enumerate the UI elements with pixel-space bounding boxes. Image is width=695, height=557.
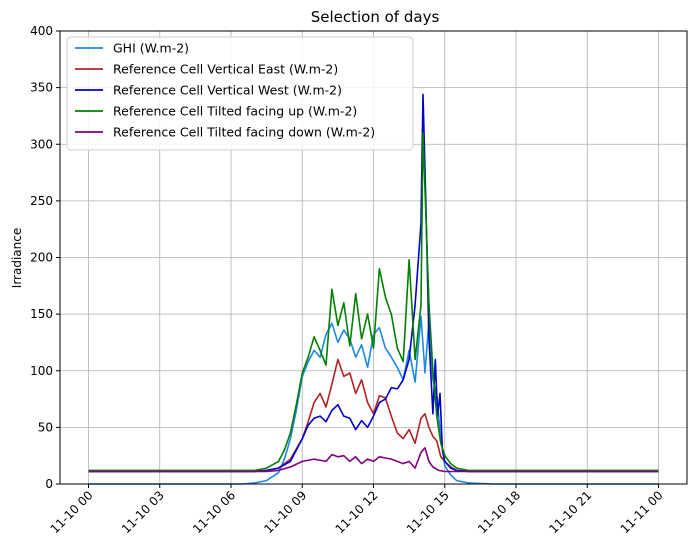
y-tick-label: 150 <box>30 307 53 321</box>
y-tick-label: 250 <box>30 194 53 208</box>
y-tick-label: 300 <box>30 137 53 151</box>
series-line-4 <box>88 132 659 472</box>
legend-label: Reference Cell Vertical West (W.m-2) <box>113 83 342 98</box>
y-tick-label: 200 <box>30 251 53 265</box>
chart-title: Selection of days <box>311 8 440 26</box>
y-tick-label: 100 <box>30 364 53 378</box>
series-group <box>88 93 659 485</box>
y-axis: 0 50 100 150 200 250 300 350 400 <box>30 24 60 491</box>
legend-box <box>66 36 414 151</box>
legend-label: Reference Cell Vertical East (W.m-2) <box>113 62 338 77</box>
y-axis-label: Irradiance <box>10 228 24 288</box>
y-tick-label: 50 <box>38 420 53 434</box>
series-line-3 <box>88 93 659 473</box>
legend-label: Reference Cell Tilted facing down (W.m-2… <box>113 125 375 140</box>
legend-label: Reference Cell Tilted facing up (W.m-2) <box>113 104 357 119</box>
series-line-5 <box>88 446 659 473</box>
y-tick-label: 400 <box>30 24 53 38</box>
y-tick-label: 350 <box>30 81 53 95</box>
legend-label: GHI (W.m-2) <box>113 41 189 56</box>
y-tick-label: 0 <box>45 477 53 491</box>
legend: GHI (W.m-2) Reference Cell Vertical East … <box>66 36 414 151</box>
